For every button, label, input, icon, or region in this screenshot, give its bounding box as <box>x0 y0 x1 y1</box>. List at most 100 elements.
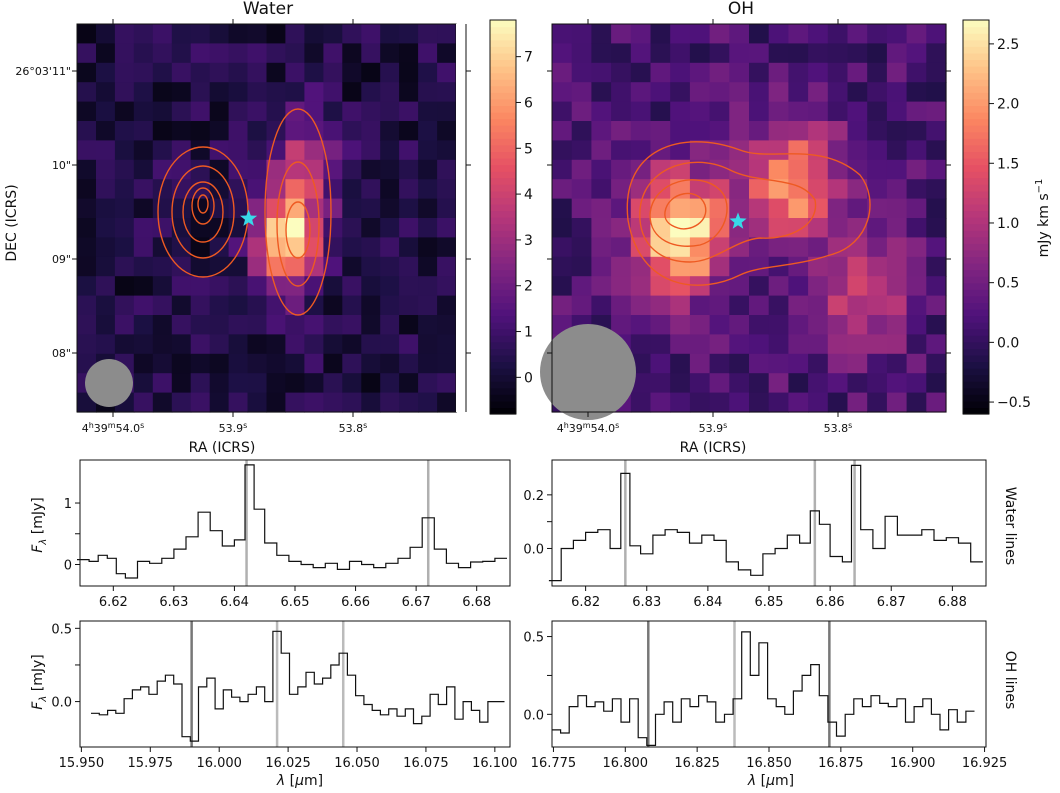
contour-level <box>639 161 817 263</box>
map-pixel <box>768 295 789 316</box>
map-pixel <box>808 121 829 141</box>
map-pixel <box>342 121 362 141</box>
map-pixel <box>190 121 211 141</box>
colorbar-segment <box>963 400 989 409</box>
map-pixel <box>788 159 809 180</box>
colorbar-tick-label: 2.0 <box>997 97 1019 113</box>
map-pixel <box>729 276 750 297</box>
map-pixel <box>152 276 173 297</box>
colorbar-segment <box>963 144 989 152</box>
map-pixel <box>342 43 362 64</box>
map-pixel <box>266 159 287 180</box>
x-tick-label: 6.66 <box>341 595 370 610</box>
map-pixel <box>133 159 154 180</box>
map-pixel <box>96 276 116 297</box>
map-pixel <box>96 82 116 103</box>
colorbar-segment <box>490 190 516 198</box>
colorbar-segment <box>490 171 516 179</box>
map-pixel <box>77 62 97 83</box>
map-pixel <box>847 179 868 200</box>
colorbar-segment <box>963 66 989 74</box>
colorbar-segment <box>963 308 989 317</box>
colorbar-segment <box>490 177 516 185</box>
map-pixel <box>689 256 711 277</box>
map-pixel <box>611 121 632 141</box>
map-pixel <box>709 295 730 316</box>
map-pixel <box>342 295 362 316</box>
map-pixel <box>591 218 612 238</box>
map-pixel <box>827 82 849 103</box>
map-pixel <box>808 392 829 413</box>
spectrum-series <box>77 464 507 579</box>
map-pixel <box>571 237 592 258</box>
map-pixel <box>342 334 362 355</box>
map-pixel <box>749 82 770 103</box>
map-pixel <box>114 140 135 161</box>
map-pixel <box>171 276 192 297</box>
map-pixel <box>399 159 419 180</box>
map-pixel <box>788 256 809 277</box>
map-pixel <box>285 159 305 180</box>
map-pixel <box>709 218 730 238</box>
map-pixel <box>323 218 343 238</box>
map-pixel <box>611 62 632 83</box>
colorbar-segment <box>963 263 989 271</box>
map-pixel <box>591 140 612 161</box>
map-pixel <box>342 256 362 277</box>
map-pixel <box>133 237 154 258</box>
map-pixel <box>552 276 573 297</box>
map-pixel <box>768 179 789 200</box>
colorbar-segment <box>963 217 989 225</box>
map-pixel <box>827 101 849 122</box>
colorbar-tick-label: 0.5 <box>997 276 1019 292</box>
map-pixel <box>729 392 750 413</box>
map-pixel <box>285 24 305 44</box>
map-pixel <box>399 198 419 219</box>
colorbar-segment <box>490 328 516 336</box>
colorbar-segment <box>490 131 516 139</box>
map-pixel <box>611 140 632 161</box>
map-pixel <box>96 24 116 44</box>
y-tick-label: 1 <box>64 497 72 512</box>
colorbar-segment <box>490 46 516 54</box>
map-pixel <box>906 24 927 44</box>
colorbar-segment <box>963 138 989 146</box>
map-pixel <box>361 121 381 141</box>
map-pixel <box>96 101 116 122</box>
map-pixel <box>729 24 750 44</box>
map-pixel <box>380 353 400 374</box>
map-pixel <box>114 159 135 180</box>
map-pixel <box>399 256 419 277</box>
map-pixel <box>171 159 192 180</box>
colorbar-tick-label: 6 <box>524 95 533 111</box>
map-pixel <box>304 373 324 394</box>
x-tick-label: 6.65 <box>281 595 310 610</box>
map-pixel <box>190 218 211 238</box>
x-tick-label: 15.975 <box>128 756 174 771</box>
map-pixel <box>114 24 135 44</box>
map-pixel <box>650 295 671 316</box>
map-pixel <box>133 101 154 122</box>
map-pixel <box>285 334 305 355</box>
x-tick-label: 6.87 <box>877 595 906 610</box>
x-tick-label: 16.100 <box>472 756 518 771</box>
map-pixel <box>152 353 173 374</box>
map-pixel <box>630 334 652 355</box>
dec-tick-label: 26°03'11" <box>15 65 71 78</box>
map-pixel <box>133 43 154 64</box>
map-pixel <box>247 179 268 200</box>
oh-beam-ellipse <box>540 324 636 420</box>
colorbar-segment <box>490 407 516 415</box>
map-pixel <box>285 43 305 64</box>
map-pixel <box>399 353 419 374</box>
spectrum-frame <box>79 620 511 748</box>
map-pixel <box>380 179 400 200</box>
map-pixel <box>304 334 324 355</box>
map-pixel <box>670 373 691 394</box>
map-pixel <box>591 179 612 200</box>
colorbar-segment <box>490 243 516 251</box>
map-pixel <box>886 62 908 83</box>
map-pixel <box>304 82 324 103</box>
colorbar-segment <box>963 111 989 120</box>
y-tick-label: 0.0 <box>51 696 72 711</box>
